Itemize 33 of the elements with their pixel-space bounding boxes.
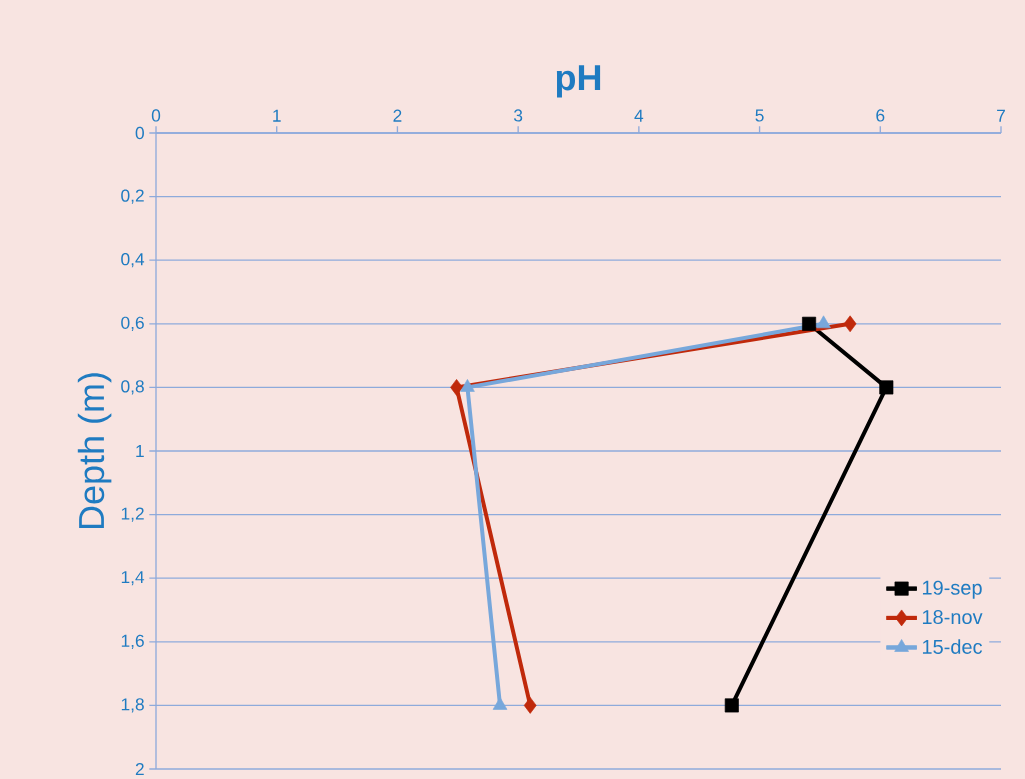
y-tick-label: 0,6 [121, 316, 144, 331]
point [523, 697, 537, 714]
y-tick-label: 2 [135, 762, 144, 776]
x-tick-label: 3 [513, 109, 523, 122]
legend-label: 15-dec [922, 639, 983, 654]
point [879, 380, 894, 395]
x-axis-title: pH [556, 65, 601, 98]
point [460, 379, 475, 392]
x-tick-label: 5 [755, 109, 764, 122]
point [816, 315, 831, 329]
y-tick-label: 1,8 [121, 698, 144, 713]
x-tick-label: 6 [876, 109, 885, 122]
point [492, 697, 508, 710]
x-tick-label: 1 [273, 109, 281, 122]
y-axis-title: Depth (m) [77, 373, 112, 529]
point [802, 316, 817, 331]
legend-label: 19-sep [922, 580, 982, 599]
y-tick-label: 0 [135, 126, 144, 140]
point [724, 698, 739, 713]
y-tick-label: 1,4 [121, 571, 145, 586]
x-tick-label: 2 [393, 109, 402, 122]
x-tick-label: 4 [634, 109, 644, 122]
x-tick-label: 7 [997, 109, 1005, 122]
point [843, 315, 857, 333]
y-tick-label: 0,8 [121, 380, 144, 395]
y-tick-label: 0,2 [121, 189, 144, 204]
x-tick-label: 0 [151, 109, 161, 122]
legend-label: 18-nov [922, 609, 983, 625]
point [450, 379, 463, 396]
y-tick-label: 1,2 [121, 507, 144, 522]
y-tick-label: 1,6 [121, 634, 144, 649]
y-tick-label: 1 [136, 445, 144, 457]
y-tick-label: 0,4 [121, 253, 145, 268]
